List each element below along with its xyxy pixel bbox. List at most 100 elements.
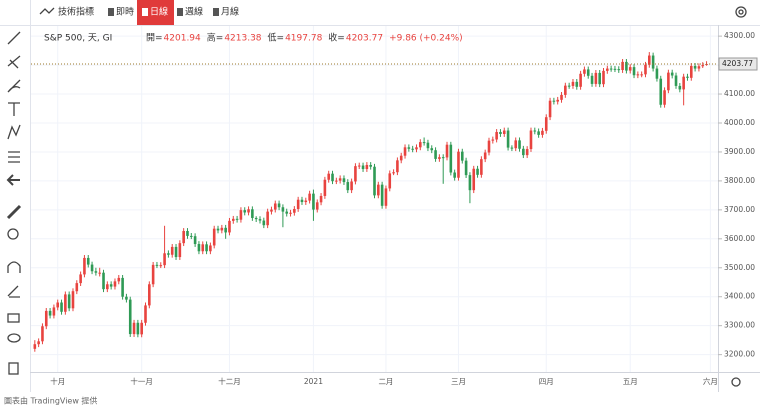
candle-body: [293, 208, 296, 213]
candle-body: [438, 157, 441, 159]
magnet-tool[interactable]: [7, 261, 21, 273]
candle-body: [79, 274, 82, 284]
x-tick-label: 五月: [623, 377, 638, 386]
candle-body: [125, 296, 128, 300]
legend-value: 4201.94: [164, 34, 201, 44]
candle-body: [231, 218, 235, 221]
stay-draw-tool[interactable]: [7, 285, 20, 298]
candle-body: [48, 310, 52, 316]
ohlc-legend: 開= 4201.94 高= 4213.38 低= 4197.78 收= 4203.77 +9.8…: [146, 32, 463, 44]
candle-body: [94, 271, 98, 273]
candle-body: [262, 220, 266, 226]
candle-body: [472, 168, 476, 191]
y-tick-label: 3700.00: [724, 205, 755, 214]
monthly-button[interactable]: 月線: [221, 6, 239, 18]
weekly-icon: [177, 8, 183, 16]
candle-body: [659, 78, 663, 105]
candle-body: [350, 181, 353, 191]
candle-body: [701, 65, 705, 67]
text-tool[interactable]: [8, 102, 20, 116]
fib-tool[interactable]: [7, 55, 21, 69]
pattern-tool[interactable]: [7, 124, 21, 140]
candle-body: [602, 70, 605, 85]
candle-body: [132, 322, 136, 335]
y-tick-label: 4100.00: [724, 89, 755, 98]
delete-tool[interactable]: [8, 362, 19, 375]
candle-body: [83, 257, 86, 275]
candle-body: [106, 284, 109, 290]
candle-body: [464, 160, 468, 176]
candle-body: [273, 203, 277, 210]
candle-body: [67, 294, 71, 309]
y-tick-label: 3600.00: [724, 234, 755, 243]
x-tick-label: 2021: [304, 377, 323, 386]
price-tag-label: 4203.77: [722, 59, 753, 68]
candle-body: [533, 130, 537, 132]
candle-body: [209, 245, 212, 252]
candle-body: [674, 75, 678, 86]
candle-body: [270, 209, 273, 212]
candle-body: [594, 72, 598, 84]
candle-body: [239, 210, 243, 220]
measure-tool[interactable]: [6, 204, 22, 220]
candle-body: [495, 131, 498, 140]
y-tick-label: 3500.00: [724, 263, 755, 272]
candle-body: [422, 142, 426, 144]
candle-body: [506, 130, 510, 148]
candle-body: [44, 310, 48, 327]
brush-tool[interactable]: [7, 79, 21, 93]
indicators-button[interactable]: 技術指標: [58, 6, 94, 18]
candle-body: [37, 341, 40, 345]
prediction-tool[interactable]: [8, 151, 20, 163]
candle-body: [407, 147, 411, 149]
axis-settings-icon[interactable]: [731, 377, 741, 387]
lock-tool[interactable]: [7, 313, 20, 323]
candle-body: [216, 228, 220, 231]
candle-body: [178, 243, 182, 258]
candle-body: [529, 130, 533, 150]
candle-body: [205, 244, 208, 252]
candle-body: [277, 203, 281, 208]
intraday-button[interactable]: 即時: [116, 7, 134, 18]
candle-body: [41, 326, 44, 342]
candle-body: [571, 81, 575, 86]
candle-body: [663, 90, 666, 105]
candle-body: [487, 140, 491, 153]
candle-body: [411, 148, 414, 150]
back-tool[interactable]: [6, 174, 20, 186]
visibility-tool[interactable]: [7, 333, 21, 343]
daily-button[interactable]: 日線: [150, 6, 168, 18]
candle-body: [346, 182, 350, 191]
candle-body: [86, 257, 90, 265]
legend-change: +9.86 (+0.24%): [389, 34, 463, 44]
candle-body: [403, 147, 407, 156]
candle-body: [354, 166, 357, 182]
candle-body: [651, 55, 655, 69]
candle-body: [319, 195, 323, 203]
candle-body: [235, 218, 239, 220]
candle-body: [499, 131, 502, 134]
candle-body: [323, 179, 327, 196]
candle-body: [434, 150, 437, 159]
y-tick-label: 4300.00: [724, 31, 755, 40]
trendline-tool[interactable]: [7, 31, 21, 45]
candle-body: [170, 246, 174, 255]
candle-body: [426, 142, 430, 149]
weekly-button[interactable]: 週線: [185, 6, 203, 18]
zoom-tool[interactable]: [7, 228, 19, 240]
symbol: S&P 500, 天, GI: [44, 34, 112, 44]
candle-body: [331, 173, 334, 182]
candle-body: [380, 184, 384, 206]
candle-body: [365, 164, 369, 170]
candle-body: [308, 193, 311, 201]
candle-body: [128, 299, 132, 335]
y-tick-label: 3300.00: [724, 321, 755, 330]
candle-body: [289, 212, 292, 214]
candle-body: [90, 264, 94, 272]
candle-body: [552, 100, 556, 102]
legend-value: 4213.38: [224, 34, 261, 44]
legend-label: 收=: [328, 32, 345, 44]
settings-icon[interactable]: [735, 6, 747, 18]
footer: 圖表由 TradingView 提供: [4, 396, 97, 406]
